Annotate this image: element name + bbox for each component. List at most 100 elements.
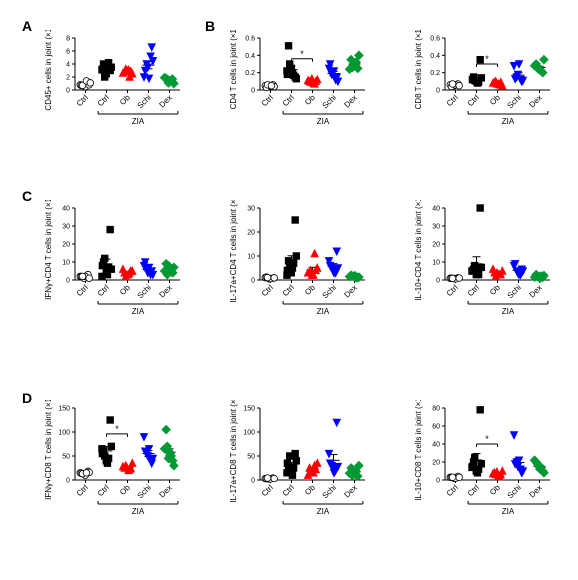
svg-text:Dex: Dex: [157, 483, 173, 499]
svg-text:Schi: Schi: [321, 283, 339, 301]
svg-text:100: 100: [58, 430, 70, 437]
panel-label-d: D: [22, 390, 32, 406]
svg-text:Dex: Dex: [342, 483, 358, 499]
svg-text:ZIA: ZIA: [317, 117, 330, 126]
svg-text:Ob: Ob: [118, 93, 132, 107]
svg-text:Ctrl: Ctrl: [75, 283, 90, 298]
svg-text:CD8 T cells in joint (×10⁶): CD8 T cells in joint (×10⁶): [415, 30, 423, 109]
svg-text:10: 10: [62, 260, 70, 267]
svg-text:Schi: Schi: [321, 93, 339, 111]
svg-text:Ctrl: Ctrl: [75, 93, 90, 108]
svg-text:Ctrl: Ctrl: [260, 483, 275, 498]
svg-text:Ctrl: Ctrl: [96, 93, 111, 108]
svg-text:Schi: Schi: [136, 483, 154, 501]
svg-text:Schi: Schi: [506, 93, 524, 111]
svg-text:60: 60: [432, 424, 440, 431]
svg-text:150: 150: [58, 406, 70, 413]
svg-text:0: 0: [436, 88, 440, 95]
chart-B2: 00.20.40.6CtrlCtrlObSchiDexZIACD8 T cell…: [415, 30, 555, 130]
svg-text:30: 30: [62, 224, 70, 231]
chart-D2: 050100150CtrlCtrlObSchiDexZIAIL-17a+CD8 …: [230, 400, 370, 520]
svg-text:Dex: Dex: [342, 93, 358, 109]
svg-text:0: 0: [251, 88, 255, 95]
svg-text:0: 0: [436, 278, 440, 285]
svg-text:Ctrl: Ctrl: [96, 283, 111, 298]
svg-text:IL-10+CD4 T cells in joint (×1: IL-10+CD4 T cells in joint (×10³): [415, 200, 423, 301]
svg-text:0: 0: [66, 88, 70, 95]
svg-text:0.2: 0.2: [245, 70, 255, 77]
svg-text:Ob: Ob: [118, 283, 132, 297]
svg-text:20: 20: [62, 242, 70, 249]
svg-text:Ob: Ob: [488, 93, 502, 107]
svg-text:0.4: 0.4: [430, 53, 440, 60]
svg-text:Schi: Schi: [506, 483, 524, 501]
chart-D1: 050100150CtrlCtrlObSchiDexZIAIFNγ+CD8 T …: [45, 400, 185, 520]
svg-text:Schi: Schi: [136, 93, 154, 111]
svg-text:Ob: Ob: [118, 483, 132, 497]
svg-text:Dex: Dex: [342, 283, 358, 299]
svg-text:Ctrl: Ctrl: [445, 483, 460, 498]
chart-C2: 0102030CtrlCtrlObSchiDexZIAIL-17a+CD4 T …: [230, 200, 370, 320]
svg-text:6: 6: [66, 49, 70, 56]
svg-text:*: *: [485, 434, 489, 444]
svg-text:IL-10+CD8 T cells in joint (×1: IL-10+CD8 T cells in joint (×10³): [415, 400, 423, 501]
svg-text:8: 8: [66, 36, 70, 43]
svg-text:Dex: Dex: [527, 283, 543, 299]
svg-text:30: 30: [432, 224, 440, 231]
svg-text:0: 0: [251, 278, 255, 285]
svg-text:IL-17a+CD4 T cells in joint (×: IL-17a+CD4 T cells in joint (×10³): [230, 200, 238, 303]
svg-text:Schi: Schi: [506, 283, 524, 301]
svg-text:CD4 T cells in joint (×10⁶): CD4 T cells in joint (×10⁶): [230, 30, 238, 109]
svg-text:Ob: Ob: [303, 93, 317, 107]
chart-A1: 02468CtrlCtrlObSchiDexZIACD45+ cells in …: [45, 30, 185, 130]
svg-text:*: *: [300, 49, 304, 59]
svg-text:Schi: Schi: [321, 483, 339, 501]
svg-text:Dex: Dex: [157, 93, 173, 109]
svg-text:150: 150: [243, 406, 255, 413]
svg-text:ZIA: ZIA: [132, 507, 145, 516]
svg-text:40: 40: [62, 206, 70, 213]
svg-text:ZIA: ZIA: [502, 307, 515, 316]
svg-text:30: 30: [247, 206, 255, 213]
svg-text:20: 20: [432, 242, 440, 249]
svg-text:0: 0: [436, 478, 440, 485]
svg-text:40: 40: [432, 442, 440, 449]
svg-text:0.6: 0.6: [430, 36, 440, 43]
svg-text:ZIA: ZIA: [132, 117, 145, 126]
svg-text:0.6: 0.6: [245, 36, 255, 43]
svg-text:20: 20: [432, 460, 440, 467]
svg-text:ZIA: ZIA: [132, 307, 145, 316]
svg-text:10: 10: [432, 260, 440, 267]
svg-text:0.4: 0.4: [245, 53, 255, 60]
chart-C3: 010203040CtrlCtrlObSchiDexZIAIL-10+CD4 T…: [415, 200, 555, 320]
svg-text:40: 40: [432, 206, 440, 213]
svg-text:Schi: Schi: [136, 283, 154, 301]
svg-text:*: *: [485, 54, 489, 64]
chart-C1: 010203040CtrlCtrlObSchiDexZIAIFNγ+CD4 T …: [45, 200, 185, 320]
svg-text:Ctrl: Ctrl: [260, 283, 275, 298]
svg-text:50: 50: [62, 454, 70, 461]
svg-text:Ctrl: Ctrl: [75, 483, 90, 498]
svg-text:Ctrl: Ctrl: [466, 483, 481, 498]
svg-text:ZIA: ZIA: [317, 307, 330, 316]
svg-text:ZIA: ZIA: [502, 507, 515, 516]
svg-text:Ob: Ob: [488, 283, 502, 297]
svg-text:Ctrl: Ctrl: [445, 93, 460, 108]
panel-label-a: A: [22, 18, 32, 34]
svg-text:4: 4: [66, 62, 70, 69]
svg-text:Ctrl: Ctrl: [281, 483, 296, 498]
svg-text:10: 10: [247, 254, 255, 261]
figure: { "figure": { "width": 578, "height": 58…: [0, 0, 578, 580]
chart-D3: 020406080CtrlCtrlObSchiDexZIAIL-10+CD8 T…: [415, 400, 555, 520]
svg-text:Ctrl: Ctrl: [466, 93, 481, 108]
svg-text:Ctrl: Ctrl: [281, 283, 296, 298]
svg-text:20: 20: [247, 230, 255, 237]
svg-text:80: 80: [432, 406, 440, 413]
chart-B1: 00.20.40.6CtrlCtrlObSchiDexZIACD4 T cell…: [230, 30, 370, 130]
panel-label-b: B: [205, 18, 215, 34]
svg-text:CD45+ cells in joint (×10⁶): CD45+ cells in joint (×10⁶): [45, 30, 53, 111]
svg-text:Ctrl: Ctrl: [466, 283, 481, 298]
svg-text:Ctrl: Ctrl: [281, 93, 296, 108]
svg-text:0.2: 0.2: [430, 70, 440, 77]
svg-text:100: 100: [243, 430, 255, 437]
